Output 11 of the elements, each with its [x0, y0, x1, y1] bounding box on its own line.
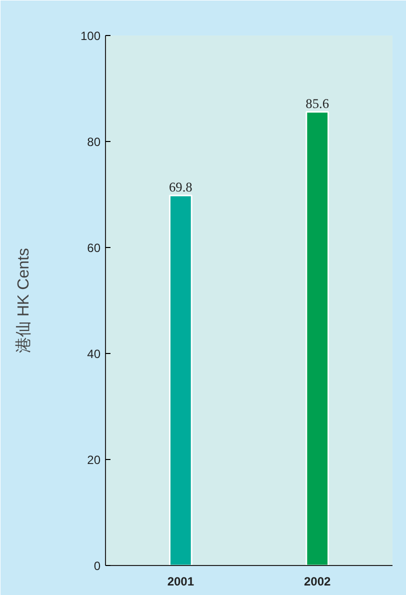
y-axis-title: 港仙 HK Cents [14, 248, 32, 353]
y-tick-label: 0 [94, 559, 101, 573]
data-label: 85.6 [306, 96, 330, 111]
y-tick-label: 60 [87, 241, 101, 255]
y-tick-label: 40 [87, 347, 101, 361]
y-tick-label: 80 [87, 135, 101, 149]
data-label: 69.8 [169, 180, 193, 195]
y-tick-label: 100 [80, 29, 101, 43]
y-tick-label: 20 [87, 453, 101, 467]
x-tick-label: 2001 [167, 574, 194, 588]
x-tick-label: 2002 [304, 574, 332, 588]
